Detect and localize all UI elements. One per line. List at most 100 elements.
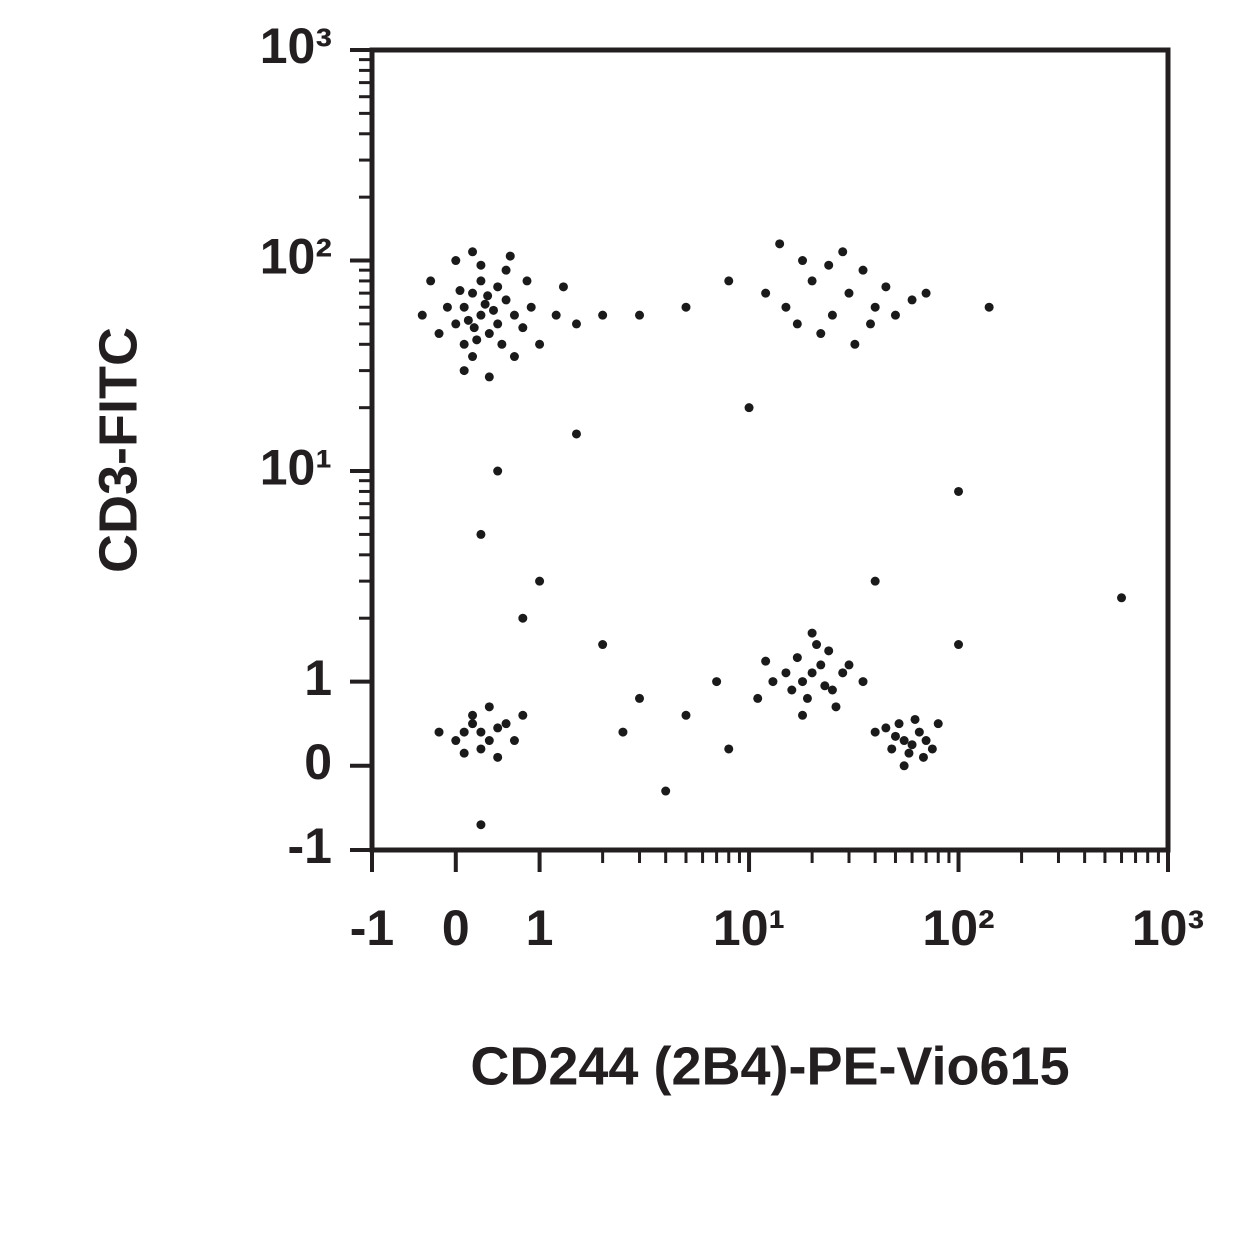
x-tick-label: 10³	[1132, 900, 1204, 956]
data-point	[787, 685, 797, 695]
data-point	[476, 744, 486, 754]
data-point	[468, 710, 478, 720]
data-point	[681, 302, 691, 312]
data-point	[712, 677, 722, 687]
data-point	[493, 319, 503, 329]
y-tick-label: 10²	[260, 229, 332, 285]
data-point	[870, 727, 880, 737]
data-point	[802, 693, 812, 703]
data-point	[850, 339, 860, 349]
data-point	[798, 256, 808, 266]
data-point	[484, 329, 494, 339]
x-tick-label: 0	[442, 900, 470, 956]
data-point	[887, 744, 897, 754]
data-point	[635, 310, 645, 320]
data-point	[571, 429, 581, 439]
data-point	[468, 247, 478, 257]
data-point	[518, 613, 528, 623]
data-point	[792, 653, 802, 663]
data-point	[468, 719, 478, 729]
data-point	[798, 710, 808, 720]
data-point	[838, 668, 848, 678]
data-point	[798, 677, 808, 687]
y-tick-label: -1	[288, 818, 332, 874]
data-point	[899, 761, 909, 771]
data-point	[816, 329, 826, 339]
data-point	[1117, 593, 1127, 603]
data-point	[904, 748, 914, 758]
data-point	[468, 288, 478, 298]
data-point	[870, 302, 880, 312]
data-point	[866, 319, 876, 329]
data-point	[476, 727, 486, 737]
data-point	[518, 323, 528, 333]
data-point	[483, 291, 493, 301]
data-point	[426, 276, 436, 286]
data-point	[907, 740, 917, 750]
data-point	[827, 310, 837, 320]
data-point	[618, 727, 628, 737]
data-point	[918, 752, 928, 762]
data-point	[890, 310, 900, 320]
data-point	[598, 310, 608, 320]
data-point	[812, 640, 822, 650]
data-point	[480, 299, 490, 309]
x-tick-label: 10¹	[713, 900, 785, 956]
y-tick-label: 10¹	[260, 439, 332, 495]
data-point	[455, 286, 465, 296]
data-point	[459, 748, 469, 758]
data-point	[476, 260, 486, 270]
data-point	[914, 727, 924, 737]
data-point	[661, 786, 671, 796]
data-point	[824, 646, 834, 656]
data-point	[824, 260, 834, 270]
data-point	[844, 288, 854, 298]
data-point	[768, 677, 778, 687]
data-point	[476, 820, 486, 830]
data-point	[820, 681, 830, 691]
data-point	[468, 352, 478, 362]
data-point	[816, 660, 826, 670]
data-point	[459, 727, 469, 737]
data-point	[761, 656, 771, 666]
data-point	[522, 276, 532, 286]
data-point	[505, 251, 515, 261]
data-point	[744, 403, 754, 413]
data-point	[781, 302, 791, 312]
data-point	[954, 640, 964, 650]
data-point	[484, 702, 494, 712]
x-tick-label: 10²	[922, 900, 994, 956]
data-point	[724, 744, 734, 754]
data-point	[434, 329, 444, 339]
data-point	[724, 276, 734, 286]
data-point	[870, 576, 880, 586]
data-point	[509, 736, 519, 746]
y-tick-label: 10³	[260, 18, 332, 74]
data-point	[518, 710, 528, 720]
data-point	[493, 723, 503, 733]
data-point	[598, 640, 608, 650]
y-axis-title: CD3-FITC	[88, 327, 148, 573]
data-point	[451, 319, 461, 329]
data-point	[858, 677, 868, 687]
data-point	[459, 302, 469, 312]
data-point	[459, 366, 469, 376]
data-point	[921, 288, 931, 298]
data-point	[927, 744, 937, 754]
data-point	[463, 315, 473, 325]
data-point	[907, 295, 917, 305]
data-point	[807, 628, 817, 638]
data-point	[894, 719, 904, 729]
data-point	[807, 668, 817, 678]
data-point	[781, 668, 791, 678]
data-point	[493, 282, 503, 292]
data-point	[509, 352, 519, 362]
data-point	[558, 282, 568, 292]
data-point	[933, 719, 943, 729]
data-point	[526, 302, 536, 312]
data-point	[501, 295, 511, 305]
data-point	[476, 310, 486, 320]
data-point	[417, 310, 427, 320]
data-point	[501, 265, 511, 275]
